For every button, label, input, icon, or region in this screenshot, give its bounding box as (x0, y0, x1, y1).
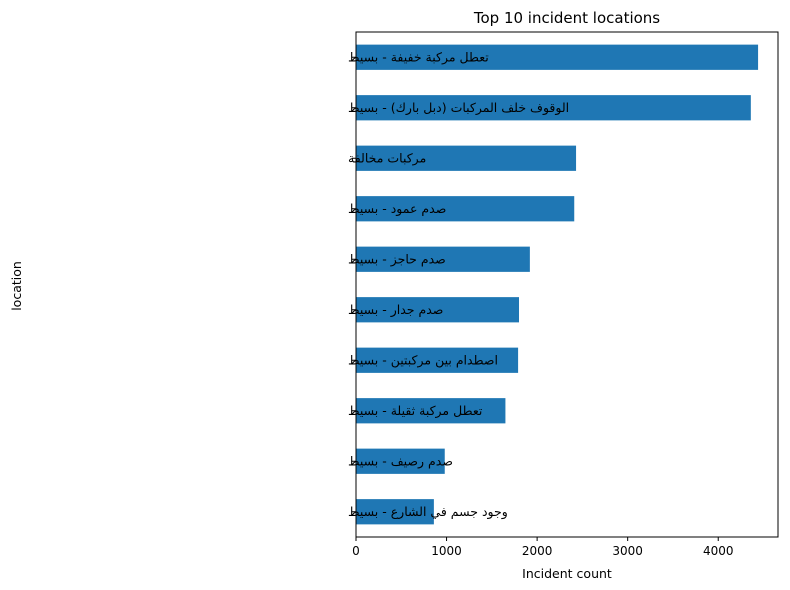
plot-area: تعطل مركبة خفيفة - بسيط الوقوف خلف المركب… (348, 31, 779, 558)
category-label: صدم حاجز - بسيط (348, 251, 446, 267)
x-tick-label: 4000 (703, 544, 734, 558)
bar (356, 145, 577, 171)
bar (356, 347, 519, 373)
category-label: اصطدام بين مركبتين - بسيط (348, 352, 498, 368)
category-label: مركبات مخالفة (348, 150, 426, 166)
bar (356, 44, 759, 70)
bar (356, 297, 520, 323)
category-label: تعطل مركبة ثقيلة - بسيط (348, 403, 483, 419)
category-label: وجود جسم في الشارع - بسيط (348, 504, 508, 520)
category-label: صدم رصيف - بسيط (348, 453, 453, 469)
category-label: صدم جدار - بسيط (348, 302, 443, 318)
chart-title: Top 10 incident locations (473, 9, 660, 27)
category-label: صدم عمود - بسيط (348, 201, 446, 217)
x-tick-label: 2000 (522, 544, 553, 558)
category-label: تعطل مركبة خفيفة - بسيط (348, 49, 489, 65)
bar (356, 95, 751, 121)
y-axis-label: location (9, 261, 24, 311)
bar (356, 448, 445, 474)
x-tick-label: 1000 (431, 544, 462, 558)
category-label: الوقوف خلف المركبات (دبل بارك) - بسيط (348, 100, 569, 116)
bar (356, 246, 530, 272)
bar (356, 499, 434, 525)
x-tick-label: 3000 (612, 544, 643, 558)
x-tick-label: 0 (352, 544, 360, 558)
axes-frame (355, 31, 779, 538)
x-axis-label: Incident count (522, 566, 612, 581)
bar (356, 398, 506, 424)
bar (356, 196, 575, 222)
